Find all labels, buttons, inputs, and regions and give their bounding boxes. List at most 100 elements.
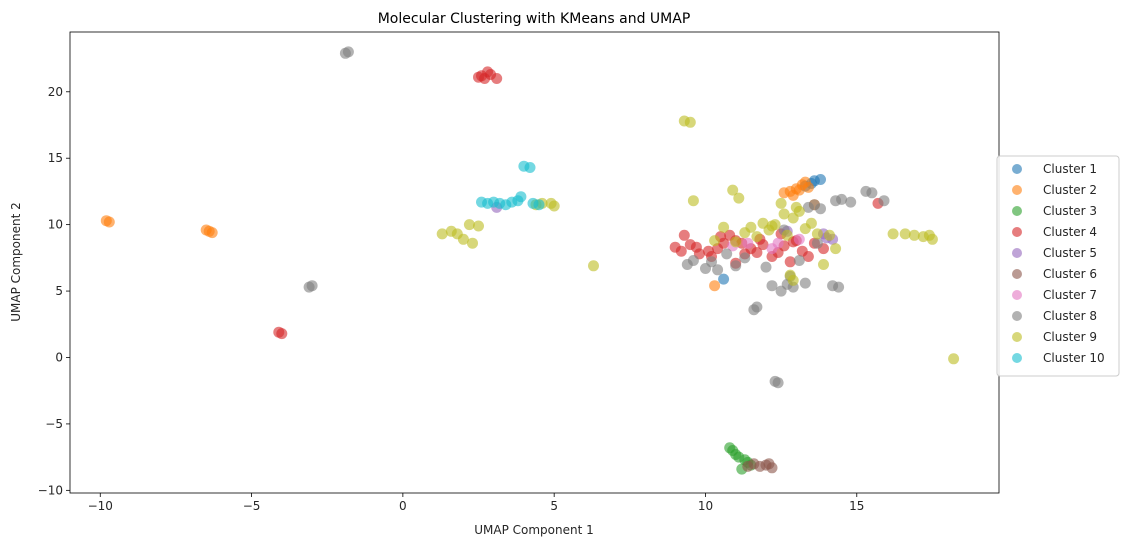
data-point — [467, 237, 478, 249]
data-point — [706, 256, 717, 268]
y-tick-label: 5 — [55, 284, 63, 298]
x-tick-label: 10 — [698, 499, 713, 513]
data-point — [103, 216, 115, 228]
data-point — [836, 193, 848, 205]
data-point — [766, 280, 778, 292]
data-point — [515, 191, 527, 203]
legend-marker — [1012, 227, 1022, 237]
data-point — [793, 233, 805, 245]
data-point — [473, 220, 484, 232]
data-point — [878, 195, 890, 207]
x-tick-label: −5 — [243, 499, 261, 513]
x-tick-label: 0 — [399, 499, 407, 513]
legend: Cluster 1 Cluster 2 Cluster 3 Cluster 4 Clus… — [996, 155, 1120, 377]
legend-marker — [1012, 164, 1022, 174]
legend-entry: Cluster 2 — [1043, 183, 1097, 197]
data-point — [745, 221, 757, 233]
data-point — [687, 195, 699, 207]
data-point — [718, 273, 730, 285]
data-point — [802, 251, 814, 262]
x-axis-label: UMAP Component 1 — [474, 523, 594, 537]
legend-marker — [1012, 248, 1022, 258]
series-4 — [273, 66, 884, 340]
y-tick-label: −10 — [38, 483, 63, 497]
data-point — [721, 248, 733, 260]
data-point — [811, 237, 823, 249]
legend-entry: Cluster 6 — [1043, 267, 1097, 281]
data-point — [824, 229, 835, 241]
data-point — [482, 66, 494, 78]
x-axis: −10 −5 0 5 10 15 — [88, 493, 864, 513]
legend-marker — [1012, 311, 1022, 321]
data-point — [687, 255, 699, 266]
data-point — [436, 228, 448, 240]
data-point — [790, 201, 802, 213]
data-point — [727, 184, 739, 196]
data-point — [730, 236, 742, 248]
data-point — [805, 217, 817, 229]
legend-entry: Cluster 5 — [1043, 246, 1097, 260]
data-point — [772, 377, 784, 389]
plot-area-frame — [69, 31, 1000, 494]
legend-entry: Cluster 10 — [1043, 351, 1105, 365]
legend-entry: Cluster 4 — [1043, 225, 1097, 239]
chart-title: Molecular Clustering with KMeans and UMA… — [378, 11, 691, 27]
data-point — [718, 221, 730, 233]
data-point — [787, 274, 799, 286]
data-point — [784, 256, 796, 268]
data-point — [709, 280, 721, 292]
y-axis-label: UMAP Component 2 — [9, 202, 23, 322]
legend-entry: Cluster 9 — [1043, 330, 1097, 344]
legend-marker — [1012, 332, 1022, 342]
data-point — [830, 243, 842, 255]
data-point — [709, 235, 721, 247]
legend-box — [996, 155, 1120, 377]
data-point — [811, 228, 823, 240]
data-point — [712, 264, 724, 276]
data-point — [678, 229, 690, 241]
data-point — [926, 233, 938, 245]
data-point — [751, 247, 763, 258]
data-point — [845, 196, 857, 208]
series-10 — [476, 160, 545, 211]
data-point — [899, 228, 911, 240]
data-point — [533, 199, 545, 211]
data-point — [833, 281, 845, 293]
legend-marker — [1012, 269, 1022, 279]
y-tick-label: 0 — [55, 350, 63, 364]
data-point — [772, 237, 784, 249]
data-point — [760, 261, 772, 273]
x-tick-label: −10 — [88, 499, 113, 513]
series-6 — [742, 458, 778, 474]
data-point — [742, 237, 754, 249]
data-point — [203, 225, 215, 237]
data-point — [766, 220, 778, 232]
data-point — [908, 229, 920, 241]
data-point — [775, 197, 787, 209]
data-point — [342, 46, 354, 58]
data-point — [675, 245, 687, 257]
data-point — [799, 176, 811, 188]
data-point — [866, 187, 878, 199]
data-point — [742, 460, 754, 472]
data-point — [818, 259, 829, 270]
x-tick-label: 5 — [550, 499, 558, 513]
data-point — [887, 228, 899, 240]
legend-marker — [1012, 206, 1022, 216]
data-point — [730, 260, 742, 272]
series-9 — [436, 115, 960, 365]
data-point — [276, 328, 288, 340]
data-point — [778, 208, 790, 220]
data-point — [548, 200, 560, 212]
data-point — [306, 280, 318, 292]
legend-entry: Cluster 7 — [1043, 288, 1097, 302]
legend-entry: Cluster 3 — [1043, 204, 1097, 218]
data-point — [457, 233, 469, 245]
legend-marker — [1012, 290, 1022, 300]
legend-entry: Cluster 8 — [1043, 309, 1097, 323]
data-point — [751, 231, 763, 243]
data-point — [787, 189, 799, 201]
data-point — [463, 219, 475, 231]
data-point — [588, 260, 599, 272]
y-tick-label: 20 — [48, 85, 63, 99]
